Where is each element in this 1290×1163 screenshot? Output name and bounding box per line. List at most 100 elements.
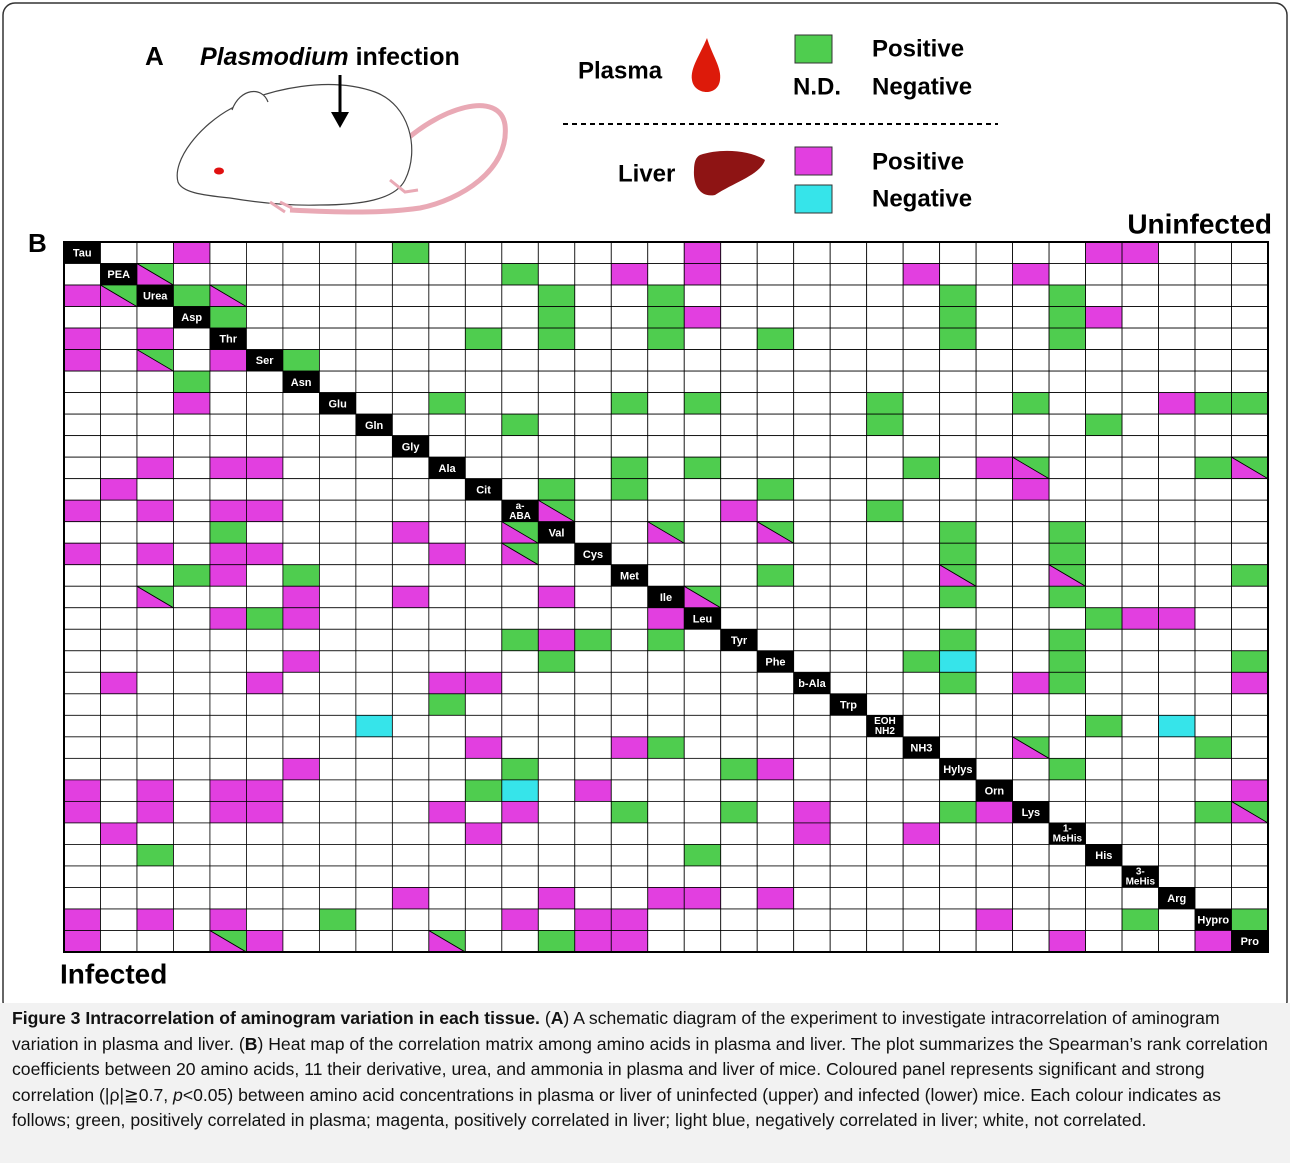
cell [1086, 586, 1122, 608]
cell [1013, 307, 1049, 329]
cell [648, 672, 684, 694]
cell [721, 436, 757, 458]
cell [64, 887, 100, 909]
cell [64, 801, 100, 823]
cell [794, 328, 830, 350]
panel-label: B [28, 228, 47, 258]
cell [283, 629, 319, 651]
cell [1122, 651, 1158, 673]
cell [903, 844, 939, 866]
cell [794, 414, 830, 436]
cell [283, 479, 319, 501]
cell [356, 715, 392, 737]
cell [429, 285, 465, 307]
cell [1195, 930, 1231, 952]
cell [502, 414, 538, 436]
infection-italic: Plasmodium [200, 43, 349, 71]
cell [465, 436, 501, 458]
cell [356, 350, 392, 372]
cell [684, 823, 720, 845]
cell [319, 887, 355, 909]
figure: A Plasmodium infection Plasma Positive N… [0, 0, 1290, 1003]
cell [1195, 393, 1231, 415]
cell [538, 264, 574, 286]
cell [502, 866, 538, 888]
cell [575, 780, 611, 802]
cell [246, 823, 282, 845]
cell [502, 285, 538, 307]
page: A Plasmodium infection Plasma Positive N… [0, 0, 1290, 1163]
cell [392, 414, 428, 436]
cell [210, 500, 246, 522]
cell [173, 264, 209, 286]
cell [1086, 242, 1122, 264]
cell [538, 457, 574, 479]
cell [575, 307, 611, 329]
cell [1159, 651, 1195, 673]
cell [356, 586, 392, 608]
cell [903, 887, 939, 909]
cell [1232, 500, 1268, 522]
cell [721, 264, 757, 286]
cell [940, 801, 976, 823]
diagonal-label: Met [620, 570, 639, 582]
cell [794, 780, 830, 802]
cell [100, 608, 136, 630]
cell [1086, 264, 1122, 286]
cell [1013, 651, 1049, 673]
cell [1195, 737, 1231, 759]
cell [246, 371, 282, 393]
cell [283, 608, 319, 630]
cell [137, 242, 173, 264]
cell [1049, 715, 1085, 737]
cell [611, 457, 647, 479]
cell [283, 930, 319, 952]
label-line: MeHis [1053, 833, 1083, 844]
legend-swatch [795, 185, 832, 213]
cell [940, 909, 976, 931]
cell [538, 608, 574, 630]
cell [64, 694, 100, 716]
cell [429, 350, 465, 372]
cell [283, 307, 319, 329]
cell [502, 672, 538, 694]
cell [1122, 414, 1158, 436]
legend-label: Negative [872, 73, 972, 100]
cell [465, 758, 501, 780]
cell [1086, 715, 1122, 737]
cell [210, 522, 246, 544]
cell [465, 887, 501, 909]
cell [246, 500, 282, 522]
cell [1013, 350, 1049, 372]
cell [1122, 393, 1158, 415]
cell [648, 737, 684, 759]
cell [319, 522, 355, 544]
cell [100, 350, 136, 372]
cell [940, 436, 976, 458]
diagonal-label: Ser [256, 355, 274, 367]
diagonal-label: Asp [181, 312, 202, 324]
cell [137, 457, 173, 479]
cell [429, 887, 465, 909]
cell [356, 264, 392, 286]
cell [903, 565, 939, 587]
cell [976, 350, 1012, 372]
cell [976, 500, 1012, 522]
cell [319, 608, 355, 630]
cell [283, 393, 319, 415]
cell [794, 823, 830, 845]
cell [100, 565, 136, 587]
cell [684, 801, 720, 823]
cell [575, 328, 611, 350]
cell [794, 350, 830, 372]
cell [465, 500, 501, 522]
cell [1195, 328, 1231, 350]
diagonal-label: Ile [660, 592, 672, 604]
cell [319, 371, 355, 393]
cell [1086, 393, 1122, 415]
cell [465, 737, 501, 759]
cell [246, 543, 282, 565]
cell [429, 651, 465, 673]
cell [903, 780, 939, 802]
cell [1086, 909, 1122, 931]
